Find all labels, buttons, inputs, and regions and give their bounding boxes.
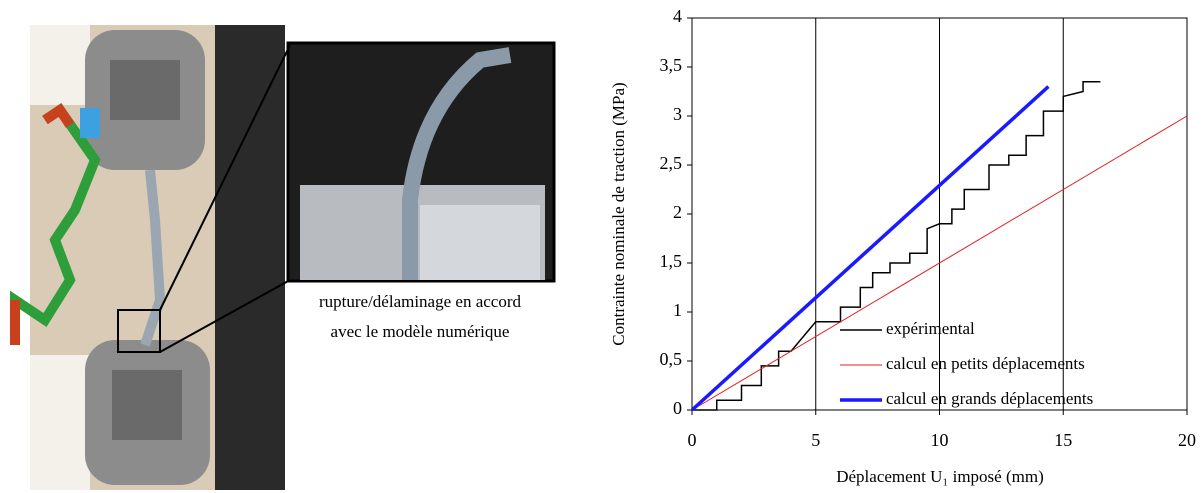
photo-inset (286, 41, 556, 283)
series-line (692, 80, 1101, 411)
legend-label: calcul en grands déplacements (886, 389, 1093, 408)
y-tick-label: 3,5 (660, 55, 683, 75)
x-tick-label: 5 (811, 430, 820, 450)
y-tick-label: 2,5 (660, 153, 683, 173)
legend-label: calcul en petits déplacements (886, 354, 1085, 373)
legend-label: expérimental (886, 319, 975, 338)
series-line (690, 85, 1050, 412)
y-tick-label: 2 (673, 202, 682, 222)
x-tick-label: 15 (1054, 430, 1072, 450)
simulation-shape (10, 103, 101, 345)
series-line (691, 115, 1188, 411)
photo-left (30, 25, 285, 490)
y-tick-label: 3 (673, 104, 682, 124)
y-tick-label: 4 (673, 6, 682, 26)
y-tick-label: 0,5 (660, 349, 683, 369)
caption-line: rupture/délaminage en accord (319, 292, 522, 311)
zoom-indicator (117, 44, 291, 353)
caption-line: avec le modèle numérique (331, 322, 510, 341)
x-tick-label: 10 (931, 430, 949, 450)
y-axis-label: Contrainte nominale de traction (MPa) (609, 82, 628, 345)
y-tick-label: 1,5 (660, 251, 683, 271)
x-tick-label: 0 (688, 430, 697, 450)
x-axis-label: Déplacement U₁ imposé (mm) (836, 467, 1044, 486)
y-tick-label: 1 (673, 300, 682, 320)
x-tick-label: 20 (1178, 430, 1196, 450)
y-tick-label: 0 (673, 398, 682, 418)
